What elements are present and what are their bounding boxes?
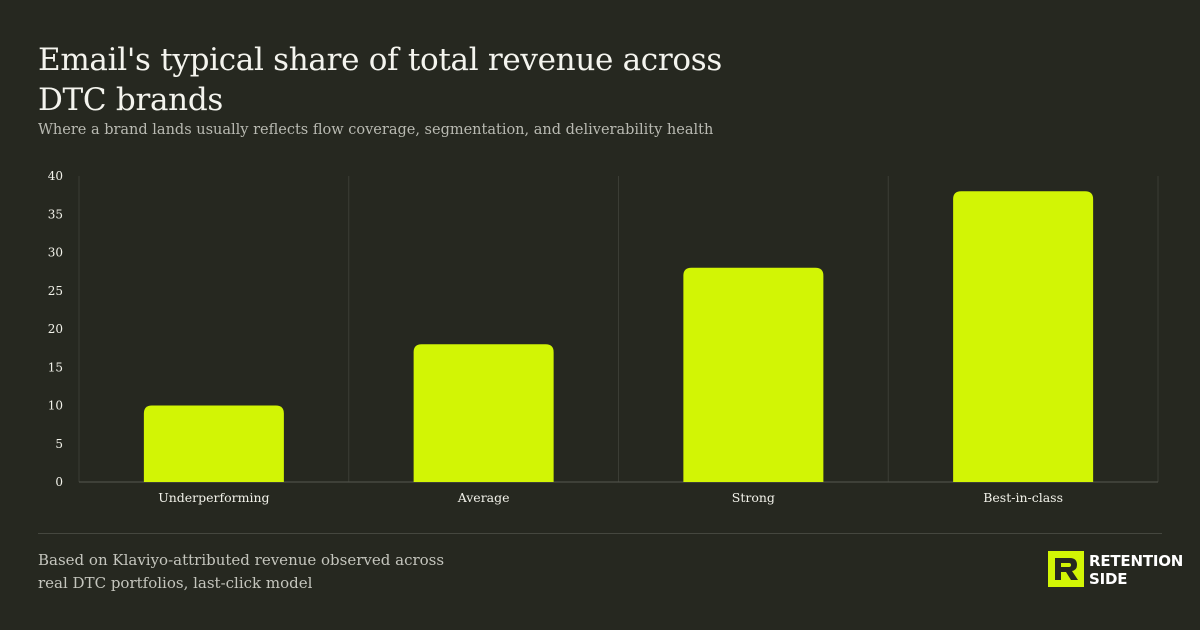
x-tick-label: Strong [732, 490, 775, 505]
y-tick-label: 25 [48, 284, 63, 298]
chart-title: Email's typical share of total revenue a… [38, 42, 722, 118]
x-tick-label: Average [457, 490, 510, 505]
y-tick-label: 30 [48, 246, 63, 260]
bar [683, 267, 824, 482]
x-tick-label: Underperforming [158, 490, 269, 505]
logo-mark-icon [1048, 551, 1084, 587]
y-tick-label: 20 [48, 322, 63, 336]
logo-line-2: SIDE [1089, 570, 1128, 588]
y-tick-label: 40 [48, 169, 63, 183]
footnote: Based on Klaviyo-attributed revenue obse… [38, 551, 445, 592]
y-tick-label: 5 [55, 437, 63, 451]
y-tick-label: 10 [48, 399, 63, 413]
chart-subtitle: Where a brand lands usually reflects flo… [38, 122, 714, 138]
logo-wordmark: RETENTION SIDE [1089, 552, 1183, 588]
bar [953, 191, 1094, 483]
y-tick-label: 15 [48, 360, 63, 374]
y-tick-label: 0 [55, 475, 63, 489]
bar [143, 405, 284, 482]
x-tick-label: Best-in-class [983, 490, 1063, 505]
retention-side-logo: RETENTION SIDE [1048, 551, 1183, 591]
logo-line-1: RETENTION [1089, 552, 1184, 570]
bar [413, 344, 554, 482]
footer-divider [38, 533, 1162, 534]
y-tick-label: 35 [48, 207, 63, 221]
